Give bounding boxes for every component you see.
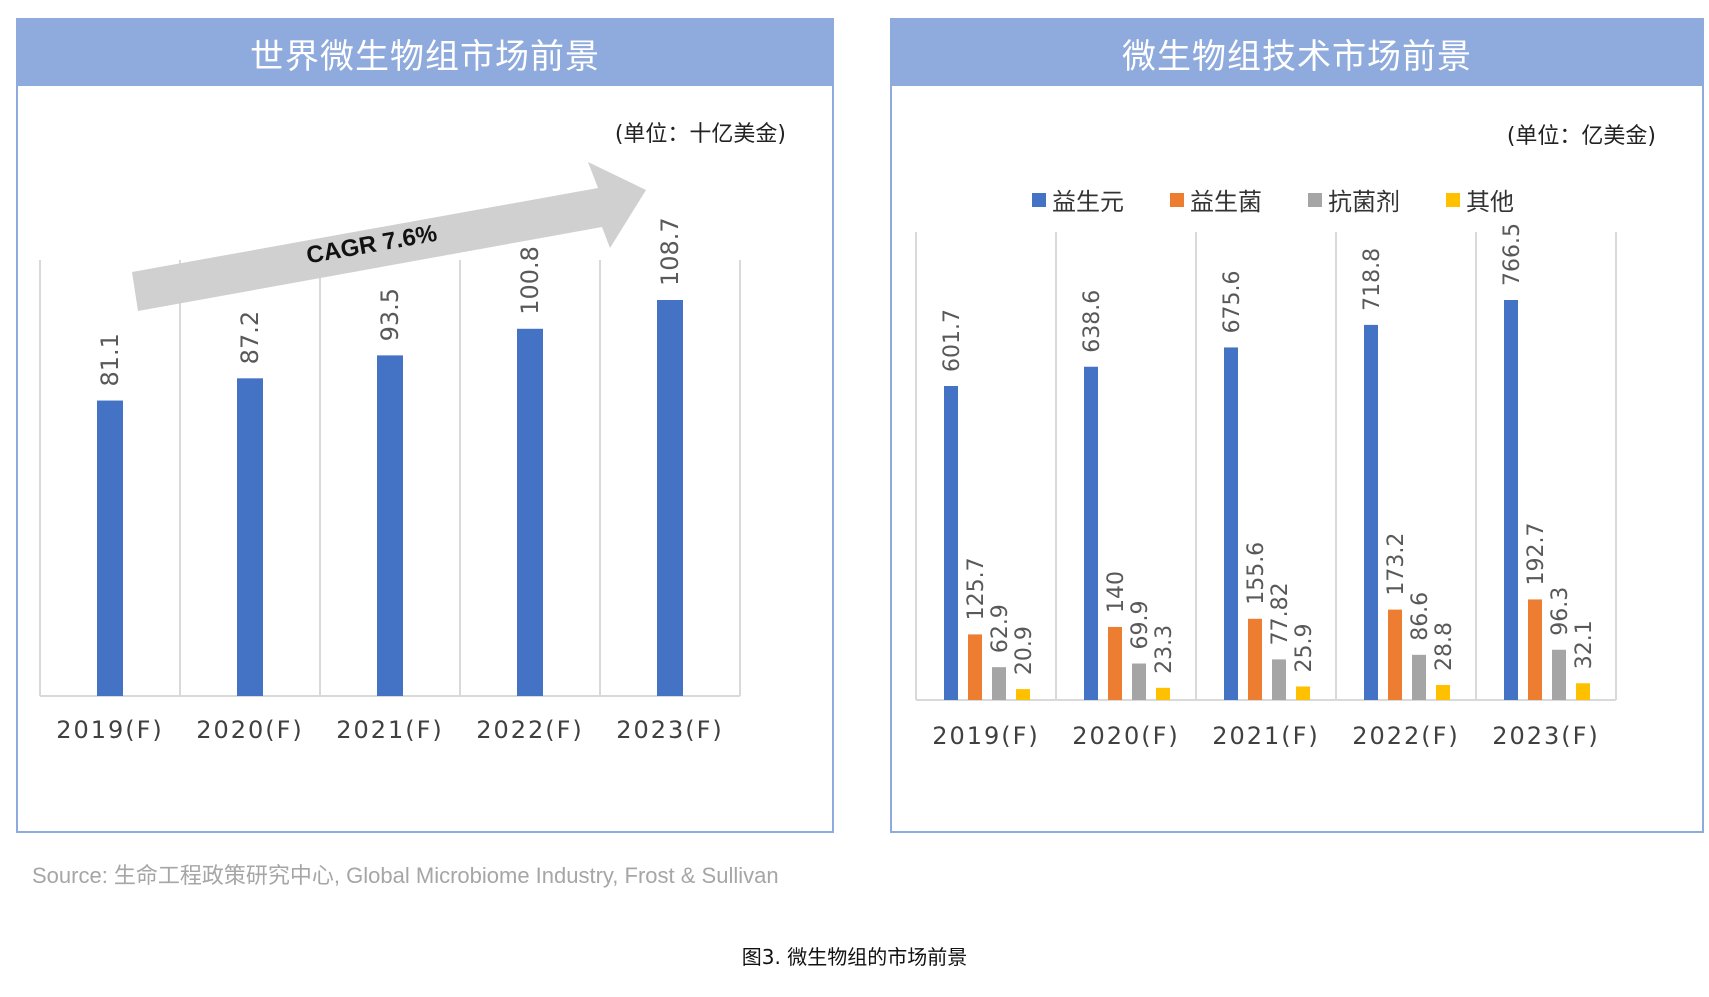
data-label: 173.2: [1384, 533, 1409, 596]
data-label: 766.5: [1500, 223, 1525, 286]
bar: [992, 667, 1006, 700]
data-label: 108.7: [656, 217, 684, 286]
data-label: 675.6: [1220, 270, 1245, 333]
bar: [1272, 659, 1286, 700]
legend-swatch: [1032, 192, 1046, 207]
x-tick-label: 2020(F): [1072, 722, 1180, 750]
bar: [1016, 689, 1030, 700]
data-label: 77.82: [1268, 582, 1293, 645]
data-label: 718.8: [1360, 248, 1385, 311]
data-label: 140: [1104, 571, 1129, 613]
figure-caption: 图3. 微生物组的市场前景: [741, 945, 968, 969]
data-label: 100.8: [516, 246, 544, 315]
data-label: 93.5: [376, 288, 404, 341]
bar: [1576, 683, 1590, 700]
bar: [1364, 324, 1378, 700]
bar: [944, 386, 958, 700]
legend-swatch: [1308, 192, 1322, 207]
bar: [1248, 618, 1262, 700]
legend-item-probiotics: 益生菌: [1170, 182, 1262, 217]
bar: [237, 378, 263, 696]
left-chart-panel: 世界微生物组市场前景 (单位：十亿美金) 81.1 87.2 93.5 100.8 10…: [16, 18, 834, 833]
right-chart-unit: (单位：亿美金): [1506, 124, 1656, 149]
bar: [1224, 347, 1238, 700]
x-tick-label: 2022(F): [1352, 722, 1460, 750]
left-chart-unit: (单位：十亿美金): [614, 122, 786, 147]
x-tick-label: 2022(F): [476, 716, 584, 744]
bar: [1388, 609, 1402, 700]
data-label: 192.7: [1524, 522, 1549, 585]
x-tick-label: 2019(F): [932, 722, 1040, 750]
legend-label: 其他: [1466, 188, 1514, 216]
bar: [1552, 649, 1566, 700]
legend-swatch: [1446, 192, 1460, 207]
x-tick-label: 2020(F): [196, 716, 304, 744]
left-chart-title: 世界微生物组市场前景: [18, 20, 832, 86]
data-label: 86.6: [1408, 592, 1433, 641]
gridlines: [915, 232, 1617, 701]
legend-item-others: 其他: [1446, 182, 1514, 217]
x-tick-label: 2021(F): [1212, 722, 1320, 750]
data-label: 638.6: [1080, 290, 1105, 353]
data-label: 23.3: [1152, 625, 1177, 674]
x-tick-label: 2023(F): [1492, 722, 1600, 750]
bar: [1084, 366, 1098, 700]
data-label: 28.8: [1432, 622, 1457, 671]
data-label: 601.7: [940, 309, 965, 372]
legend-swatch: [1170, 192, 1184, 207]
bar: [1156, 687, 1170, 700]
chart-legend: 益生元 益生菌 抗菌剂 其他: [1032, 182, 1514, 217]
legend-label: 益生元: [1052, 188, 1124, 216]
bar: [517, 328, 543, 696]
bar: [377, 355, 403, 696]
legend-label: 益生菌: [1190, 188, 1262, 216]
legend-label: 抗菌剂: [1328, 188, 1400, 216]
right-chart-title: 微生物组技术市场前景: [892, 20, 1702, 86]
x-tick-label: 2019(F): [56, 716, 164, 744]
x-tick-label: 2023(F): [616, 716, 724, 744]
data-label: 20.9: [1012, 626, 1037, 675]
bar: [1412, 654, 1426, 700]
data-label: 96.3: [1548, 587, 1573, 636]
bar: [1504, 300, 1518, 700]
data-label: 87.2: [236, 311, 264, 364]
data-label: 125.7: [964, 557, 989, 620]
right-chart-panel: 微生物组技术市场前景 (单位：亿美金) 益生元 益生菌 抗菌剂 其他 601.7…: [890, 18, 1704, 833]
bar: [1296, 686, 1310, 700]
bar: [97, 400, 123, 696]
bar: [968, 634, 982, 700]
data-label: 69.9: [1128, 601, 1153, 650]
legend-item-prebiotics: 益生元: [1032, 182, 1124, 217]
data-label: 81.1: [96, 333, 124, 386]
bar: [1108, 626, 1122, 700]
bar: [1132, 663, 1146, 700]
bar: [657, 300, 683, 696]
x-tick-label: 2021(F): [336, 716, 444, 744]
data-label: 25.9: [1292, 623, 1317, 672]
source-note: Source: 生命工程政策研究中心, Global Microbiome In…: [32, 863, 779, 888]
left-bar-chart: 81.1 87.2 93.5 100.8 108.7 CAGR 7.6% 2019(F)…: [39, 162, 741, 744]
legend-item-antimicrobials: 抗菌剂: [1308, 182, 1400, 217]
bar: [1436, 684, 1450, 700]
data-label: 32.1: [1572, 620, 1597, 669]
data-label: 62.9: [988, 604, 1013, 653]
bar: [1528, 599, 1542, 700]
gridlines: [39, 260, 741, 697]
cagr-arrow-shape: [132, 162, 646, 311]
data-label: 155.6: [1244, 542, 1269, 605]
